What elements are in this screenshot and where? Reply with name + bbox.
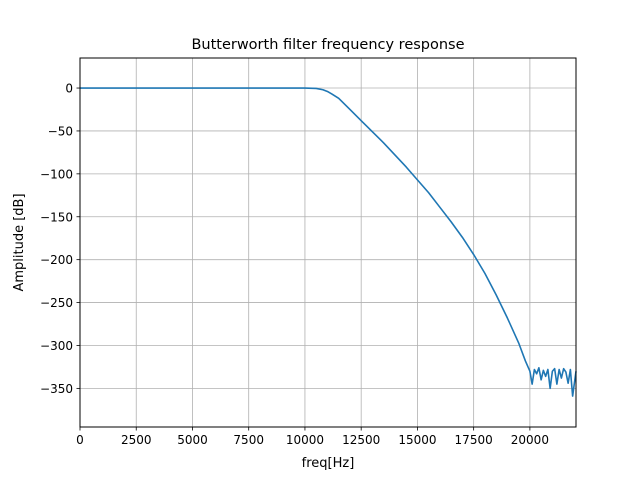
x-tick-label: 17500 bbox=[455, 433, 493, 447]
x-tick-label: 5000 bbox=[177, 433, 208, 447]
y-tick-label: 0 bbox=[65, 82, 73, 96]
y-axis-ticks: 0 −50 −100 −150 −200 −250 −300 −350 bbox=[40, 82, 80, 396]
y-tick-label: −350 bbox=[40, 382, 73, 396]
plot-frame bbox=[79, 57, 577, 428]
y-tick-label: −300 bbox=[40, 339, 73, 353]
x-tick-label: 2500 bbox=[121, 433, 152, 447]
y-tick-label: −150 bbox=[40, 210, 73, 224]
plot-line-group bbox=[80, 87, 577, 397]
y-tick-label: −200 bbox=[40, 253, 73, 267]
x-tick-label: 20000 bbox=[511, 433, 549, 447]
x-axis-ticks: 0 2500 5000 7500 10000 12500 15000 17500 20000 bbox=[76, 427, 549, 447]
x-tick-label: 15000 bbox=[398, 433, 436, 447]
x-tick-label: 0 bbox=[76, 433, 84, 447]
y-tick-label: −100 bbox=[40, 167, 73, 181]
chart-title: Butterworth filter frequency response bbox=[191, 37, 464, 53]
x-tick-label: 7500 bbox=[233, 433, 264, 447]
x-tick-label: 10000 bbox=[286, 433, 324, 447]
y-axis-label: Amplitude [dB] bbox=[12, 193, 27, 291]
x-tick-label: 12500 bbox=[342, 433, 380, 447]
grid bbox=[79, 58, 576, 427]
y-tick-label: −50 bbox=[48, 124, 73, 138]
series-line bbox=[80, 87, 577, 397]
y-tick-label: −250 bbox=[40, 296, 73, 310]
x-axis-label: freq[Hz] bbox=[302, 456, 355, 471]
